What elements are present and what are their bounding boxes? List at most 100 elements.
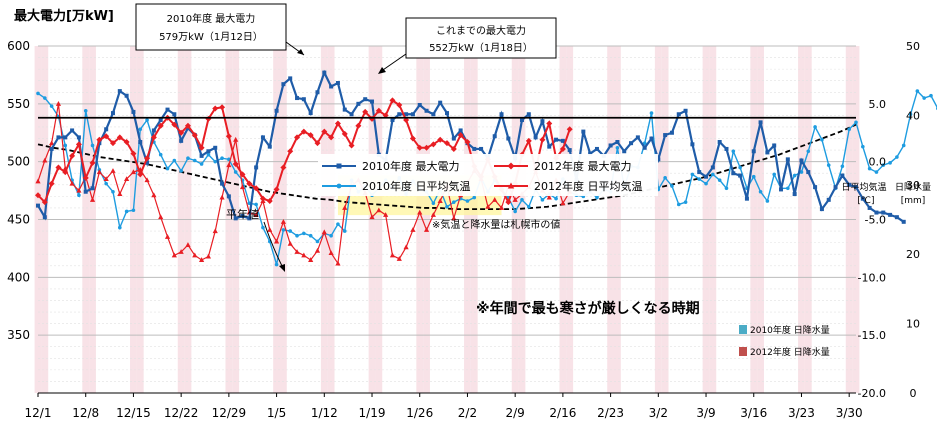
annotation-record-arrow [379,53,407,73]
series-point [445,204,449,209]
series-point [281,228,286,232]
series-point [150,134,157,141]
series-point [328,250,334,256]
series-point [888,161,892,165]
series-point [786,186,790,191]
series-point [96,136,103,143]
series-point [302,231,306,236]
series-point [36,91,40,96]
series-point [526,112,531,117]
series-point [806,149,811,154]
series-point [328,134,335,141]
series-point [199,257,205,262]
x-tick-label: 3/16 [740,406,767,420]
series-point [164,234,171,239]
series-point [219,194,225,200]
series-point [219,104,226,111]
series-point [533,135,538,140]
series-point [697,170,702,175]
rain-axis-unit: [mm] [901,196,926,206]
series-point [145,118,149,122]
annotation-normal-arrowhead [279,264,285,272]
series-point [397,112,402,117]
series-point [294,249,300,254]
series-point [89,159,96,166]
series-point [42,215,47,220]
series-point [424,108,429,113]
series-point [225,133,232,140]
series-point [308,233,313,238]
series-point [355,122,362,129]
series-point [581,129,586,134]
series-point [158,214,164,220]
series-point [267,227,273,232]
series-point [547,144,552,149]
x-tick-label: 1/12 [311,406,338,420]
series-point [457,132,464,139]
annotation-cold-period: ※年間で最も寒さが厳しくなる時期 [476,300,700,317]
series-point [417,102,422,107]
series-point [171,121,178,128]
series-point [295,96,300,101]
x-tick-label: 3/9 [696,406,715,420]
series-point [178,249,184,254]
series-point [55,164,62,171]
series-point [731,171,736,176]
series-point [738,165,742,170]
series-point [315,90,320,95]
series-point [867,166,872,171]
series-point [363,97,368,102]
series-point [280,164,287,171]
series-point [559,145,566,152]
series-point [629,141,634,146]
series-point [41,199,48,206]
series-point [758,120,763,125]
x-tick-label: 3/30 [836,406,863,420]
series-point [615,140,620,145]
series-point [806,170,811,175]
series-point [233,136,239,142]
series-point [287,240,293,246]
x-tick-label: 12/1 [25,406,52,420]
series-point [281,82,286,87]
series-point [861,144,865,149]
series-point [151,192,157,198]
series-point [295,233,299,238]
legend-label: 2010年度 日降水量 [750,324,830,336]
series-point [717,140,722,145]
annotations [263,41,407,272]
series-point [335,260,341,266]
series-point [226,162,232,168]
series-point [669,130,674,135]
chart-title: 最大電力[万kW] [14,8,114,24]
series-point [158,152,163,157]
series-point [785,157,790,162]
series-point [273,186,280,193]
series-point [445,111,449,116]
series-point [615,145,620,150]
series-point [492,134,497,139]
series-point [485,203,491,209]
normal-temp-line [37,123,857,210]
series-point [819,207,824,212]
series-point [213,159,218,164]
series-point [261,225,265,230]
series-point [212,228,218,234]
series-point [758,189,763,194]
series-point [567,148,572,153]
series-point [77,193,81,198]
series-point [131,208,136,213]
series-point [915,89,920,93]
series-point [683,200,688,204]
x-tick-label: 1/19 [359,406,386,420]
power-tick-label: 400 [7,270,30,284]
series-point [83,189,88,194]
series-point [820,137,824,142]
series-point [847,182,852,187]
series-point [370,99,375,104]
series-point [595,195,599,200]
series-point [300,128,307,135]
series-point [417,209,423,215]
series-point [635,135,640,140]
power-tick-label: 600 [7,39,30,53]
